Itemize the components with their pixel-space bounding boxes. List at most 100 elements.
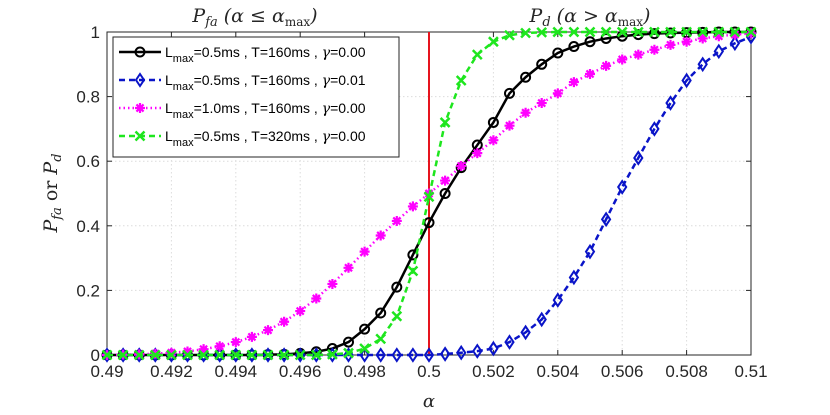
- y-tick-label: 1: [91, 23, 100, 42]
- data-point: [649, 26, 660, 38]
- x-axis-label: α: [423, 391, 435, 412]
- data-point: [391, 310, 403, 322]
- data-point: [665, 26, 676, 38]
- data-point: [472, 343, 483, 359]
- data-point: [375, 347, 386, 363]
- data-point: [616, 179, 628, 195]
- data-point: [294, 349, 306, 361]
- data-point: [600, 211, 612, 228]
- data-point: [198, 349, 209, 361]
- data-point: [134, 130, 146, 142]
- data-point: [198, 344, 209, 355]
- data-point: [632, 29, 644, 41]
- data-point: [520, 324, 531, 341]
- data-point: [584, 243, 596, 260]
- x-tick-label: 0.506: [601, 362, 644, 381]
- series-line: [107, 35, 752, 357]
- legend-entry: Lmax=0.5ms , T=160ms , γ=0.00: [119, 44, 366, 65]
- data-point: [407, 201, 418, 212]
- data-point: [665, 95, 676, 111]
- data-point: [568, 26, 580, 38]
- data-point: [295, 306, 306, 317]
- legend-label: Lmax=0.5ms , T=160ms , γ=0.00: [165, 44, 366, 65]
- y-tick-label: 0.2: [76, 281, 100, 300]
- data-point: [310, 349, 322, 361]
- data-point: [600, 26, 612, 38]
- data-point: [633, 49, 644, 60]
- series-line: [106, 32, 752, 357]
- y-tick-label: 0.8: [76, 88, 100, 107]
- data-point: [488, 36, 499, 48]
- data-point: [745, 26, 757, 38]
- data-point: [311, 293, 322, 304]
- data-point: [520, 27, 531, 39]
- region-label-left: Pfa (α ≤ αmax): [191, 5, 317, 30]
- data-point: [681, 26, 692, 38]
- data-point: [407, 249, 419, 261]
- data-point: [552, 47, 564, 59]
- data-point: [391, 347, 403, 363]
- x-tick-label: 0.494: [215, 362, 258, 381]
- x-tick-label: 0.498: [343, 362, 386, 381]
- data-point: [552, 88, 563, 99]
- data-point: [134, 72, 146, 88]
- data-point: [455, 344, 467, 361]
- data-point: [568, 77, 579, 88]
- data-point: [262, 349, 274, 361]
- data-point: [697, 33, 708, 44]
- data-point: [166, 349, 177, 361]
- data-point: [359, 246, 370, 257]
- data-point: [278, 349, 290, 361]
- data-point: [214, 341, 225, 352]
- data-point: [729, 29, 740, 40]
- legend-label: Lmax=1.0ms , T=160ms , γ=0.00: [165, 100, 366, 121]
- data-point: [149, 349, 161, 361]
- data-point: [391, 215, 402, 226]
- data-point: [633, 150, 644, 166]
- data-point: [729, 26, 741, 38]
- x-tick-label: 0.49: [90, 362, 123, 381]
- data-point: [520, 107, 531, 118]
- data-point: [359, 323, 371, 335]
- x-tick-label: 0.504: [537, 362, 580, 381]
- data-point: [488, 340, 499, 357]
- x-tick-label: 0.496: [279, 362, 322, 381]
- data-point: [246, 331, 257, 342]
- data-point: [600, 32, 612, 44]
- data-point: [649, 44, 660, 55]
- y-tick-label: 0: [91, 346, 100, 365]
- data-point: [713, 31, 724, 42]
- data-point: [585, 68, 595, 79]
- data-point: [568, 41, 580, 53]
- data-point: [504, 29, 515, 41]
- x-tick-label: 0.492: [150, 362, 193, 381]
- data-point: [536, 98, 547, 109]
- legend-label: Lmax=0.5ms , T=160ms , γ=0.01: [165, 72, 366, 93]
- data-point: [520, 71, 532, 83]
- data-point: [134, 46, 146, 58]
- data-point: [439, 188, 451, 199]
- data-point: [568, 269, 580, 286]
- y-tick-label: 0.6: [76, 152, 100, 171]
- data-point: [649, 121, 660, 137]
- data-point: [681, 36, 692, 47]
- data-point: [423, 191, 435, 203]
- series-4: [101, 26, 757, 361]
- data-point: [343, 347, 354, 359]
- data-point: [487, 116, 499, 128]
- data-point: [552, 26, 564, 38]
- data-point: [246, 349, 258, 361]
- data-point: [713, 26, 725, 38]
- data-point: [456, 161, 467, 172]
- data-point: [182, 349, 193, 361]
- data-point: [407, 347, 419, 363]
- data-point: [504, 334, 515, 350]
- series-line: [107, 30, 751, 357]
- data-point: [504, 87, 515, 99]
- data-point: [439, 117, 451, 128]
- data-point: [359, 343, 370, 354]
- data-point: [697, 26, 709, 38]
- data-point: [536, 58, 548, 70]
- x-tick-label: 0.5: [417, 362, 441, 381]
